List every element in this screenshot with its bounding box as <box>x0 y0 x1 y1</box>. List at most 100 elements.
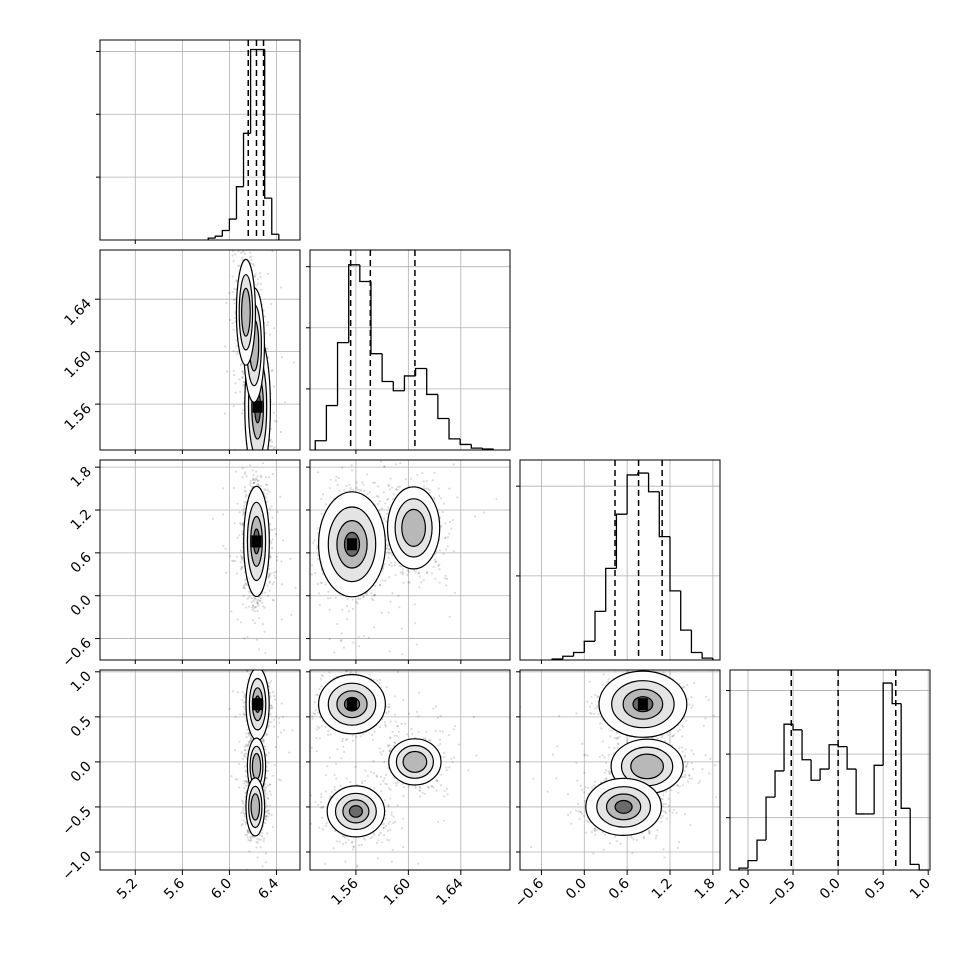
scatter-point <box>241 546 244 549</box>
scatter-point <box>400 565 403 568</box>
scatter-point <box>268 581 271 584</box>
scatter-point <box>274 570 278 573</box>
scatter-point <box>267 476 271 479</box>
scatter-point <box>280 356 283 359</box>
scatter-point <box>292 361 295 364</box>
scatter-point <box>259 451 261 453</box>
scatter-point <box>248 256 251 259</box>
scatter-point <box>259 272 262 275</box>
hist-bin <box>605 567 617 612</box>
scatter-point <box>255 477 258 480</box>
hist-bin <box>846 746 857 770</box>
scatter-point <box>271 473 275 476</box>
scatter-point <box>252 482 256 485</box>
scatter-point <box>253 622 256 625</box>
scatter-point <box>256 480 259 483</box>
scatter-point <box>232 260 235 263</box>
scatter-point <box>259 599 262 602</box>
scatter-point <box>266 575 270 578</box>
scatter-point <box>268 573 271 576</box>
scatter-point <box>243 587 246 590</box>
hist-panel-3 <box>726 669 931 871</box>
scatter-point <box>261 456 263 458</box>
scatter-point <box>435 560 438 563</box>
hist-bin <box>481 448 494 450</box>
scatter-point <box>273 581 276 584</box>
scatter-point <box>257 457 259 459</box>
scatter-point <box>280 560 283 563</box>
scatter-point <box>387 506 390 509</box>
scatter-point <box>427 487 430 490</box>
scatter-point <box>263 606 266 609</box>
scatter-point <box>265 347 268 350</box>
scatter-point <box>243 381 246 384</box>
scatter-point <box>265 455 267 457</box>
scatter-point <box>265 457 267 459</box>
scatter-point <box>268 445 272 448</box>
scatter-point <box>259 288 262 291</box>
hist-bin <box>647 473 660 493</box>
scatter-point <box>263 454 265 456</box>
scatter-point <box>242 401 245 405</box>
scatter-point <box>249 479 252 482</box>
scatter-point <box>236 350 239 353</box>
scatter-point <box>243 489 246 492</box>
scatter-point <box>239 241 241 243</box>
hist-bin <box>626 474 638 515</box>
scatter-point <box>244 490 247 493</box>
scatter-point <box>232 328 235 331</box>
scatter-point <box>270 542 273 545</box>
scatter-point <box>259 282 263 285</box>
scatter-point <box>259 476 263 479</box>
scatter-point <box>269 540 272 543</box>
scatter-point <box>265 483 268 486</box>
scatter-point <box>240 557 243 560</box>
scatter-point <box>259 452 261 454</box>
panel-bg <box>100 460 300 660</box>
scatter-point <box>302 496 304 498</box>
scatter-point <box>243 472 247 475</box>
scatter-point <box>241 524 244 527</box>
hist-bin <box>810 759 821 781</box>
scatter-point <box>224 547 227 550</box>
scatter-point <box>267 576 270 579</box>
scatter-point <box>267 457 269 459</box>
scatter-point <box>252 474 255 477</box>
scatter-point <box>240 554 243 557</box>
scatter-point <box>241 566 244 569</box>
hist-bin <box>403 375 416 391</box>
hist-bin <box>572 651 585 657</box>
hist-bin <box>882 682 893 766</box>
scatter-point <box>256 483 259 486</box>
density-peak <box>252 400 263 413</box>
hist-bin <box>381 353 394 383</box>
scatter-point <box>244 471 247 474</box>
scatter-point <box>245 475 248 478</box>
scatter-point <box>263 488 266 491</box>
scatter-point <box>241 556 244 559</box>
scatter-point <box>362 596 365 599</box>
hist-bin <box>271 198 279 235</box>
scatter-point <box>255 243 257 245</box>
hist-bin <box>615 513 628 569</box>
scatter-point <box>250 246 252 248</box>
scatter-point <box>266 483 269 486</box>
scatter-point <box>270 572 273 575</box>
scatter-point <box>379 460 383 463</box>
scatter-point <box>233 287 236 290</box>
scatter-point <box>244 456 246 458</box>
scatter-point <box>244 454 246 456</box>
scatter-point <box>254 597 257 600</box>
scatter-point <box>238 511 241 514</box>
scatter-point <box>243 637 246 640</box>
scatter-point <box>256 603 259 606</box>
scatter-point <box>266 492 269 495</box>
scatter-point <box>240 621 243 624</box>
hist-bin <box>314 440 327 450</box>
hist-bin <box>207 237 216 240</box>
scatter-point <box>249 484 252 487</box>
scatter-point <box>273 455 275 457</box>
scatter-point <box>222 487 225 490</box>
scatter-point <box>226 370 229 373</box>
